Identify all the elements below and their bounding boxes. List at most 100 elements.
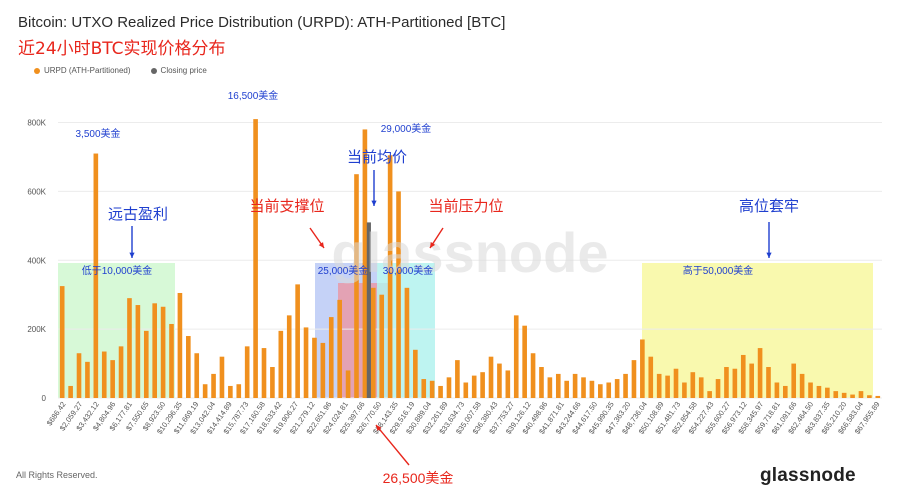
bar xyxy=(707,391,712,398)
bar xyxy=(623,373,628,398)
bar xyxy=(152,303,158,398)
bar xyxy=(438,385,443,398)
legend-label-closing: Closing price xyxy=(160,66,207,75)
bar xyxy=(76,353,82,398)
bar xyxy=(480,372,485,398)
bar xyxy=(118,346,124,398)
bar xyxy=(101,351,107,398)
bar xyxy=(530,353,536,398)
bar xyxy=(110,360,115,398)
annotation-above-50000: 高于50,000美金 xyxy=(683,264,754,277)
bar xyxy=(219,356,225,398)
legend-item-closing[interactable]: Closing price xyxy=(150,66,207,75)
bar xyxy=(429,380,435,398)
arrow-resistance xyxy=(429,227,444,249)
y-tick-label: 800K xyxy=(27,119,46,128)
arrow-support xyxy=(309,227,325,249)
bar xyxy=(236,384,242,398)
annotation-high-trapped: 高位套牢 xyxy=(739,198,799,215)
bar xyxy=(564,380,570,398)
bar xyxy=(421,379,427,398)
bar xyxy=(455,360,460,398)
bar xyxy=(614,379,620,398)
bar xyxy=(673,368,679,398)
bar xyxy=(362,129,368,398)
bar xyxy=(261,348,267,398)
bar xyxy=(68,385,73,398)
bar xyxy=(177,292,183,398)
bar xyxy=(648,356,654,398)
bar xyxy=(404,287,410,398)
bar xyxy=(211,373,216,398)
bar xyxy=(555,373,561,398)
bar xyxy=(278,330,284,398)
bar xyxy=(320,342,326,398)
annotation-peak-16500: 16,500美金 xyxy=(228,89,279,102)
bar xyxy=(497,363,502,398)
arrow-avg-price xyxy=(371,170,377,206)
bar xyxy=(572,373,578,398)
bar xyxy=(858,391,864,398)
bar xyxy=(581,377,586,398)
y-tick-label: 0 xyxy=(42,394,47,403)
bar xyxy=(270,367,275,398)
bar xyxy=(93,153,99,398)
bar xyxy=(547,377,553,398)
bar xyxy=(471,375,477,398)
bar xyxy=(328,317,334,398)
annotation-ancient-profit: 远古盈利 xyxy=(108,206,168,223)
zone-above-50000 xyxy=(642,263,873,398)
bar xyxy=(766,367,771,398)
bar xyxy=(732,368,738,398)
legend: URPD (ATH-Partitioned) Closing price xyxy=(34,66,207,75)
bar xyxy=(656,373,662,398)
watermark: glassnode xyxy=(332,221,609,284)
bar xyxy=(354,174,359,398)
bar xyxy=(463,382,469,398)
bar xyxy=(228,385,233,398)
bar xyxy=(665,375,670,398)
bar xyxy=(833,391,839,398)
chart-title: Bitcoin: UTXO Realized Price Distributio… xyxy=(18,14,506,31)
bar xyxy=(589,380,595,398)
bar xyxy=(505,370,511,398)
bar xyxy=(143,330,149,398)
bar xyxy=(749,363,754,398)
y-tick-label: 200K xyxy=(27,325,46,334)
bar xyxy=(446,377,452,398)
bar xyxy=(513,315,519,398)
bar xyxy=(757,348,763,398)
annotation-resistance: 当前压力位 xyxy=(428,198,503,215)
annotation-peak-3500: 3,500美金 xyxy=(75,127,120,140)
bar xyxy=(202,384,208,398)
annotation-peak-29000: 29,000美金 xyxy=(381,122,432,135)
bar xyxy=(799,373,805,398)
y-tick-label: 400K xyxy=(27,256,46,265)
bar xyxy=(169,323,174,398)
bar xyxy=(640,339,645,398)
bar xyxy=(816,385,822,398)
annotation-support: 当前支撑位 xyxy=(249,198,324,215)
bar xyxy=(186,336,191,398)
bar xyxy=(370,287,376,398)
bar xyxy=(345,370,351,398)
bar xyxy=(598,384,603,398)
annotation-range-30000: 30,000美金 xyxy=(383,264,434,277)
bar xyxy=(782,385,788,398)
bar xyxy=(413,349,418,398)
bar xyxy=(724,367,729,398)
legend-swatch-closing xyxy=(150,67,157,74)
bar xyxy=(715,379,721,398)
bar xyxy=(295,284,300,398)
annotation-avg-price: 当前均价 xyxy=(347,149,407,166)
bar xyxy=(194,353,200,398)
legend-item-urpd[interactable]: URPD (ATH-Partitioned) xyxy=(34,66,131,75)
chart-subtitle: 近24小时BTC实现价格分布 xyxy=(18,39,226,59)
bar xyxy=(791,363,797,398)
annotation-closing-26500: 26,500美金 xyxy=(383,470,454,486)
bar xyxy=(303,327,309,398)
bar xyxy=(774,382,780,398)
bar xyxy=(850,394,855,398)
bar xyxy=(379,294,385,398)
